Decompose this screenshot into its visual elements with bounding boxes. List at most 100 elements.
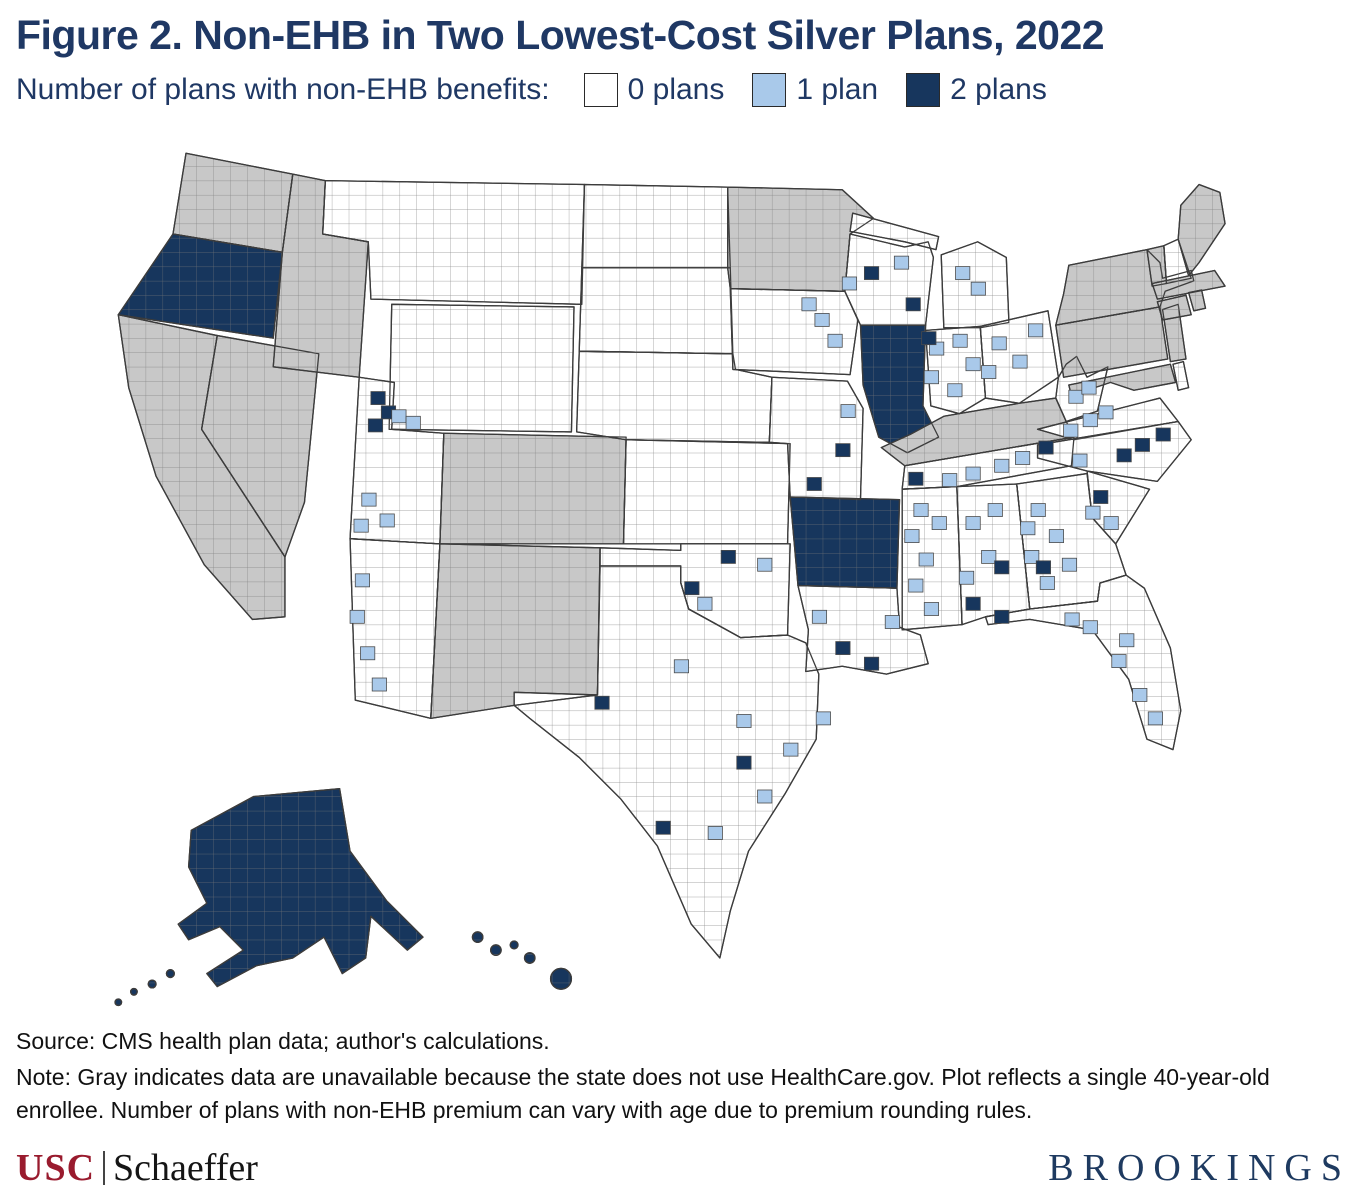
county-patch [1134,438,1150,452]
county-patch [1082,620,1098,635]
county-patch [360,492,376,507]
county-patch [379,513,395,528]
state-HI-island [549,967,572,990]
county-patch [1027,323,1043,338]
county-patch [354,573,370,588]
usc-schaeffer-logo: USC Schaeffer [16,1146,258,1190]
county-patch [1097,405,1113,420]
county-patch [1037,440,1054,455]
county-patch [923,370,939,385]
county-patch [405,415,421,430]
state-KS [622,439,791,545]
county-patch [1039,576,1055,590]
schaeffer-logo-text: Schaeffer [113,1147,258,1189]
state-HI-island [509,940,519,950]
figure-title: Figure 2. Non-EHB in Two Lowest-Cost Sil… [16,12,1105,58]
county-patch [965,357,981,372]
county-patch [954,266,970,281]
brookings-logo: BROOKINGS [1048,1147,1351,1189]
state-AR [789,496,900,589]
legend-item-label: 2 plans [950,73,1047,107]
state-AK [177,788,424,988]
county-patch [370,391,386,406]
county-patch [1084,505,1100,520]
county-patch [827,333,843,348]
county-patch [683,581,699,596]
state-ND [580,183,731,269]
county-patch [941,473,957,488]
county-patch [655,820,671,835]
aleutian-island [113,998,122,1007]
county-patch [371,677,387,692]
county-patch [359,646,375,661]
county-patch [903,529,919,544]
state-MI-upper [848,212,939,251]
county-patch [907,578,923,593]
county-patch [920,331,936,346]
state-WY [387,303,575,433]
county-patch [1092,490,1108,504]
county-patch [814,313,830,327]
county-patch [1061,557,1077,572]
county-patch [965,466,981,481]
county-patch [907,471,923,486]
source-line: Source: CMS health plan data; author's c… [16,1027,550,1054]
state-DE [1171,360,1189,391]
legend-item-label: 1 plan [796,73,879,107]
county-patch [756,557,772,572]
county-patch [893,255,909,270]
county-patch [1035,560,1051,575]
county-patch [952,333,968,348]
county-patch [1118,633,1134,648]
legend-swatch-0-plans [583,73,618,108]
county-patch [834,443,850,458]
legend: Number of plans with non-EHB benefits: 0… [16,73,1355,108]
aleutian-island [129,987,138,996]
county-patch [1082,413,1098,428]
county-patch [946,383,962,398]
state-WI [843,233,934,326]
logo-divider [103,1151,106,1185]
county-patch [970,281,986,296]
note-line: Note: Gray indicates data are unavailabl… [16,1064,1270,1123]
usc-logo-text: USC [16,1147,96,1189]
county-patch [1014,451,1030,465]
county-patch [811,609,827,624]
county-patch [782,742,798,757]
county-patch [815,711,831,726]
county-patch [905,297,921,312]
county-patches [349,255,1171,840]
state-IA [729,288,859,376]
state-RI [1187,289,1206,312]
county-patch [353,518,369,533]
county-patch [390,409,406,424]
figure-footer: Source: CMS health plan data; author's c… [0,1021,1371,1127]
county-patch [980,365,996,379]
state-HI-island [523,952,536,964]
county-patch [863,656,879,671]
county-patch [1131,688,1147,702]
county-patch [993,609,1009,624]
county-patch [1062,423,1078,438]
county-patch [756,789,772,804]
legend-label: Number of plans with non-EHB benefits: [16,73,550,107]
county-patch [841,276,857,291]
county-patch [912,503,929,517]
legend-item-2-plans: 2 plans [906,73,1047,108]
county-patch [931,516,947,531]
county-patch [1116,448,1132,463]
legend-item-1-plan: 1 plan [752,73,879,108]
county-patch [993,560,1009,575]
county-patch [987,503,1003,517]
state-SD [578,267,734,355]
county-patch [980,550,996,564]
county-patch [993,458,1009,473]
county-patch [918,552,934,567]
county-patch [1064,612,1080,627]
county-patch [1155,427,1171,442]
state-FL [984,574,1181,751]
county-patch [965,596,981,611]
state-shapes [113,152,1226,1007]
county-patch [800,297,817,312]
county-patch [863,266,879,281]
